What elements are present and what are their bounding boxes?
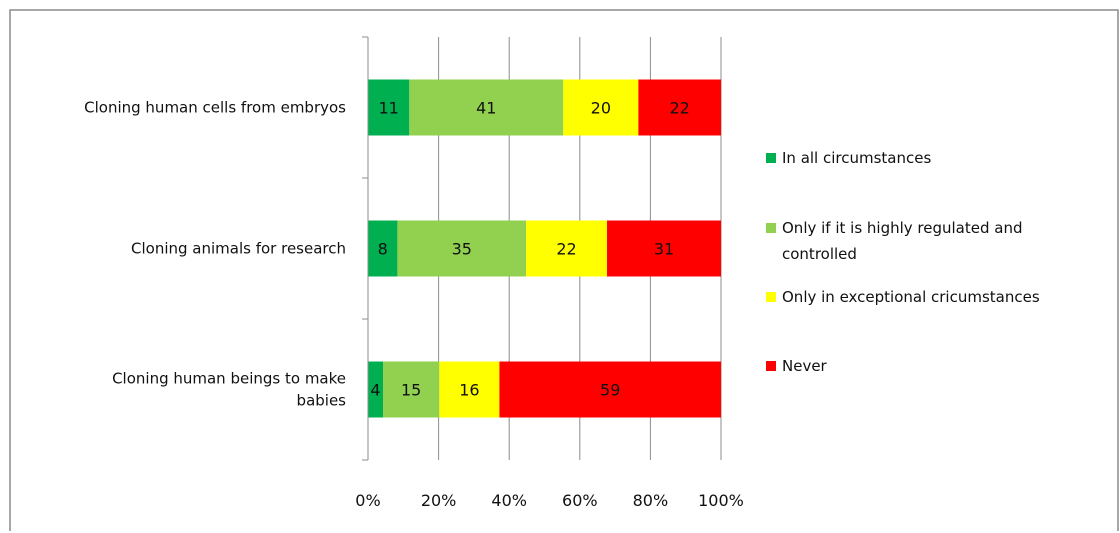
legend-swatch bbox=[766, 361, 776, 371]
bar-segment bbox=[439, 361, 500, 418]
category-label: Cloning human cells from embryos bbox=[84, 99, 346, 117]
category-labels: Cloning human cells from embryos Cloning … bbox=[84, 99, 346, 410]
legend-label: Only if it is highly regulated and contro… bbox=[782, 219, 1023, 263]
chart-border bbox=[9, 9, 1119, 531]
bar-segment bbox=[383, 361, 440, 418]
legend-swatch bbox=[766, 223, 776, 233]
data-label: 15 bbox=[401, 381, 421, 400]
legend-label: Only in exceptional cricumstances bbox=[782, 288, 1040, 306]
bar-segment bbox=[638, 79, 721, 136]
x-tick-label: 100% bbox=[698, 491, 744, 510]
data-label: 59 bbox=[600, 381, 620, 400]
bar-segment bbox=[526, 220, 608, 277]
bars: 11 41 20 22 8 35 22 31 4 15 16 59 bbox=[368, 79, 721, 418]
category-label: Cloning human beings to make babies bbox=[112, 370, 346, 410]
data-label: 16 bbox=[459, 381, 479, 400]
data-label: 41 bbox=[476, 99, 496, 118]
legend: In all circumstances Only if it is highly… bbox=[766, 149, 1040, 375]
legend-swatch bbox=[766, 292, 776, 302]
data-label: 22 bbox=[670, 99, 690, 118]
data-label: 35 bbox=[452, 240, 472, 259]
bar-segment bbox=[397, 220, 527, 277]
bar-segment bbox=[607, 220, 721, 277]
x-tick-label: 80% bbox=[633, 491, 669, 510]
data-label: 8 bbox=[378, 240, 388, 259]
data-label: 31 bbox=[654, 240, 674, 259]
category-label: Cloning animals for research bbox=[131, 240, 346, 258]
bar-segment bbox=[368, 220, 398, 277]
data-label: 11 bbox=[378, 99, 398, 118]
x-tick-label: 60% bbox=[562, 491, 598, 510]
bar-segment bbox=[563, 79, 639, 136]
legend-label: Never bbox=[782, 357, 828, 375]
bar-segment bbox=[499, 361, 721, 418]
x-tick-labels: 0% 20% 40% 60% 80% 100% bbox=[355, 491, 744, 510]
x-tick-label: 20% bbox=[421, 491, 457, 510]
data-label: 4 bbox=[370, 381, 380, 400]
data-label: 20 bbox=[591, 99, 611, 118]
bar-segment bbox=[368, 361, 384, 418]
data-label: 22 bbox=[556, 240, 576, 259]
legend-label: In all circumstances bbox=[782, 149, 931, 167]
bar-segment bbox=[409, 79, 564, 136]
x-tick-label: 0% bbox=[355, 491, 380, 510]
legend-swatch bbox=[766, 153, 776, 163]
bar-segment bbox=[368, 79, 410, 136]
axes bbox=[362, 36, 369, 461]
x-tick-label: 40% bbox=[491, 491, 527, 510]
